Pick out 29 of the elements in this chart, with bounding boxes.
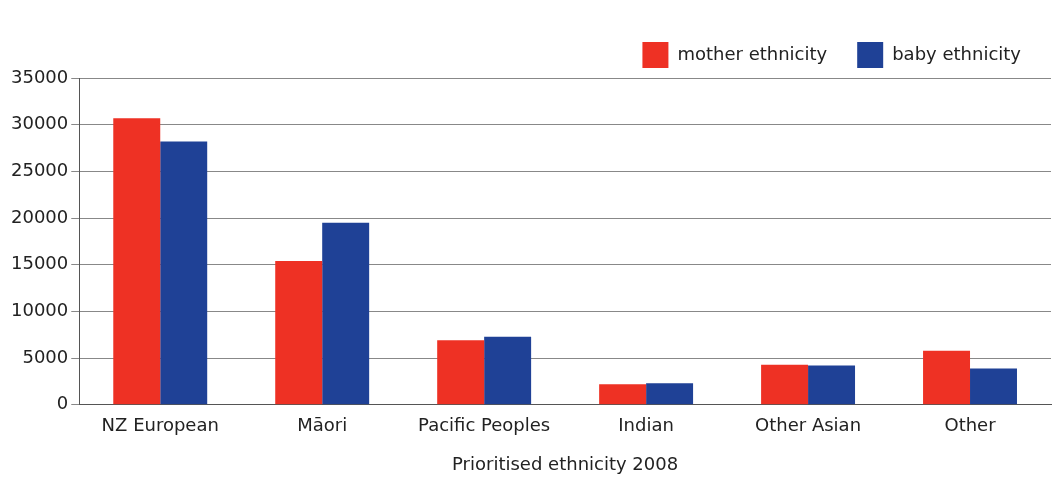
x-tick-label: Indian: [618, 414, 674, 436]
y-tick-label: 15000: [11, 252, 69, 274]
bar: [599, 384, 647, 405]
y-tick-label: 20000: [11, 205, 69, 227]
bar: [923, 350, 971, 405]
bar: [322, 222, 370, 405]
x-tick-label: NZ European: [101, 414, 219, 436]
legend-label: baby ethnicity: [892, 42, 1022, 64]
bar: [808, 365, 856, 405]
x-tick-label: Pacific Peoples: [418, 414, 551, 436]
y-tick-label: 10000: [11, 299, 69, 321]
y-tick-label: 0: [56, 392, 69, 414]
bar: [484, 336, 532, 405]
bar: [275, 261, 323, 405]
bar: [761, 364, 809, 405]
x-tick-label: Other Asian: [755, 414, 862, 436]
bar: [113, 118, 161, 405]
bar: [160, 141, 208, 405]
y-tick-label: 5000: [22, 345, 69, 367]
x-axis-title: Prioritised ethnicity 2008: [452, 452, 679, 474]
y-tick-label: 30000: [11, 112, 69, 134]
y-tick-label: 35000: [11, 65, 69, 87]
y-tick-label: 25000: [11, 159, 69, 181]
bar: [646, 383, 694, 405]
x-tick-label: Māori: [297, 414, 348, 436]
legend-label: mother ethnicity: [677, 42, 828, 64]
x-tick-label: Other: [944, 414, 997, 436]
bar: [437, 340, 485, 405]
bar: [970, 368, 1017, 405]
